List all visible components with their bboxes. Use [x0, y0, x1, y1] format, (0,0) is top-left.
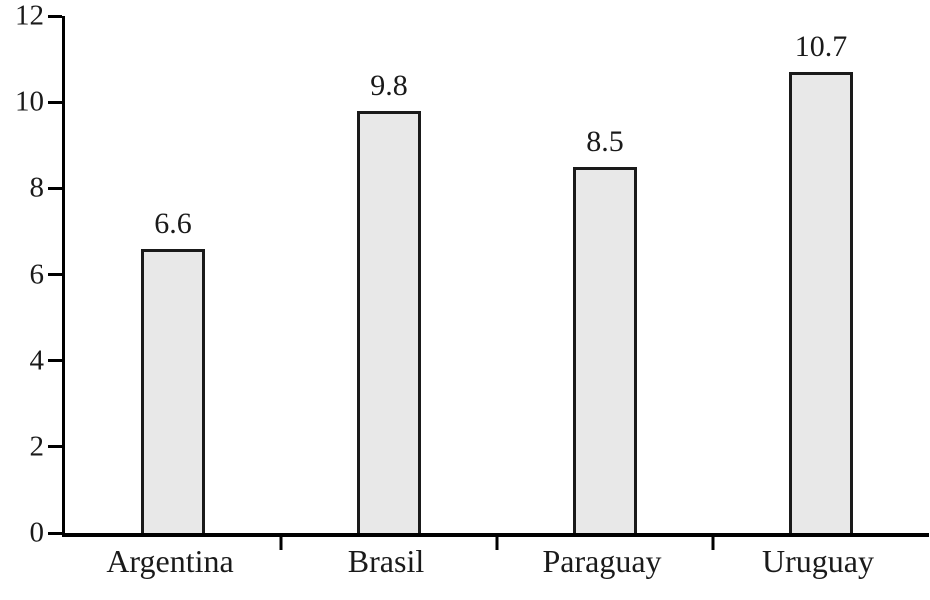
y-axis: 0 2 4 6 8 10 12	[0, 1, 50, 547]
y-tick-label: 4	[29, 344, 45, 377]
bar-brasil	[357, 110, 421, 533]
y-tick-label: 6	[29, 258, 45, 290]
bar-value-label: 9.8	[370, 68, 408, 102]
x-tick-label-paraguay: Paraguay	[542, 543, 662, 579]
x-axis-labels: Argentina Brasil Paraguay Uruguay	[62, 545, 926, 589]
y-axis-tick	[48, 445, 62, 449]
x-axis-tick	[279, 533, 283, 550]
x-tick-label-argentina: Argentina	[106, 543, 234, 579]
y-tick-label: 12	[15, 0, 44, 32]
y-tick-label: 8	[29, 171, 45, 204]
y-axis-tick	[48, 273, 62, 276]
y-axis-tick	[48, 359, 62, 363]
bar-value-label: 6.6	[154, 206, 192, 240]
bar-value-label: 10.7	[794, 30, 848, 64]
y-tick-label: 0	[29, 516, 45, 549]
x-tick-label-brasil: Brasil	[347, 543, 425, 579]
y-tick-label: 2	[29, 430, 45, 463]
bar-paraguay	[573, 166, 637, 533]
y-axis-tick	[48, 186, 62, 190]
y-axis-tick	[48, 14, 62, 18]
bar-value-label: 8.5	[586, 124, 624, 158]
x-axis-tick	[495, 533, 499, 550]
y-tick-label: 10	[15, 85, 44, 118]
y-axis-tick	[48, 100, 62, 104]
x-axis-tick	[711, 533, 715, 550]
y-axis-tick	[48, 531, 62, 535]
bar-argentina	[141, 248, 205, 533]
plot-area: 6.6 9.8 8.5 10.7	[48, 14, 929, 550]
x-tick-label-uruguay: Uruguay	[762, 543, 874, 579]
bar-uruguay	[789, 72, 853, 533]
